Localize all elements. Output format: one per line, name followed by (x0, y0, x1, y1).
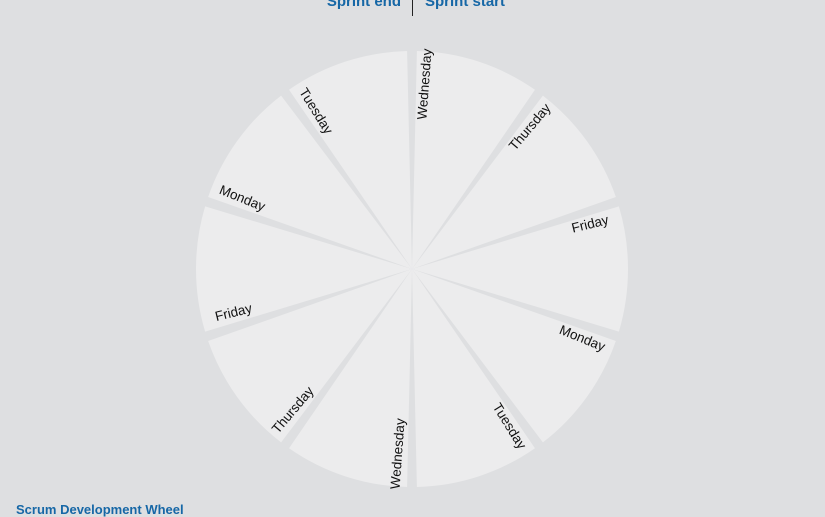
sprint-start-label: Sprint start (425, 0, 506, 10)
wheel-segment-thursday (208, 269, 412, 443)
wheel-segment-monday (412, 269, 616, 443)
wheel-segment-friday (412, 206, 628, 332)
wheel-segment-friday (196, 206, 412, 332)
sprint-divider (412, 0, 413, 16)
wheel-segments (196, 51, 628, 487)
wheel-segment-tuesday (412, 269, 535, 487)
wheel-segment-tuesday (289, 51, 412, 270)
wheel-segment-thursday (412, 95, 616, 269)
wheel-segment-wednesday (289, 269, 412, 487)
day-label-wednesday: Wednesday (414, 48, 434, 120)
wheel-segment-monday (208, 95, 412, 269)
day-label-wednesday: Wednesday (388, 418, 408, 490)
sprint-end-label: Sprint end (326, 0, 401, 10)
wheel-segment-wednesday (412, 51, 535, 270)
